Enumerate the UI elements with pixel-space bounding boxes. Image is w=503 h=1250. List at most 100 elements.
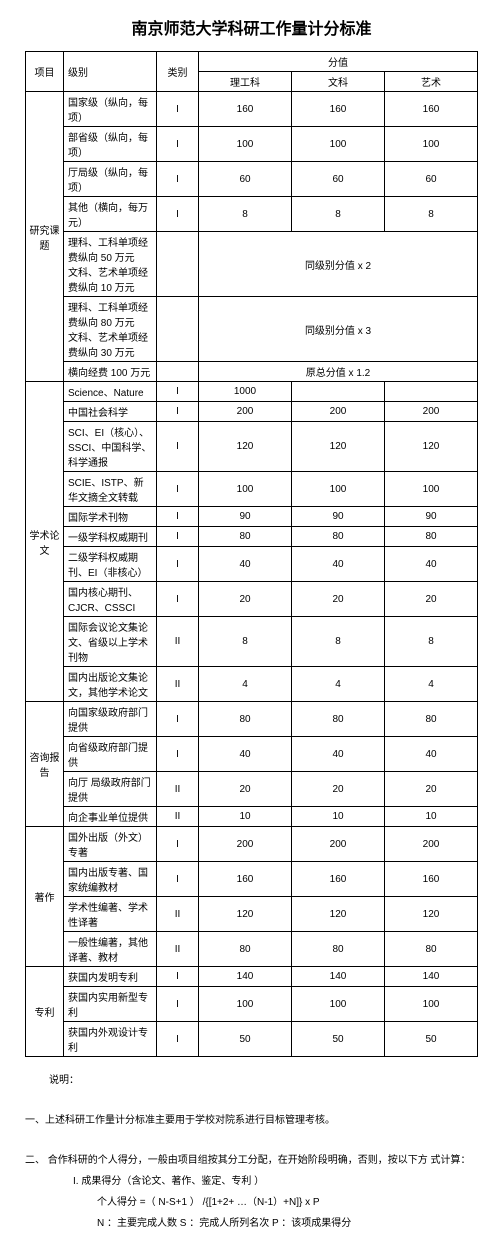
value-cell: 10 (199, 807, 292, 827)
table-row: 咨询报告向国家级政府部门提供I808080 (26, 702, 478, 737)
level-cell: 学术性编著、学术性译著 (64, 897, 157, 932)
level-cell: 国家级（纵向，每项） (64, 92, 157, 127)
category-cell: I (157, 702, 199, 737)
category-cell (157, 297, 199, 362)
value-cell: 200 (385, 402, 478, 422)
value-cell: 40 (199, 547, 292, 582)
level-cell: 获国内实用新型专利 (64, 987, 157, 1022)
value-cell: 40 (292, 547, 385, 582)
category-cell: II (157, 932, 199, 967)
value-cell: 8 (385, 197, 478, 232)
value-cell: 200 (292, 827, 385, 862)
value-cell: 20 (292, 772, 385, 807)
level-cell: 理科、工科单项经费纵向 50 万元 文科、艺术单项经费纵向 10 万元 (64, 232, 157, 297)
level-cell: 部省级（纵向，每项） (64, 127, 157, 162)
value-cell: 120 (385, 422, 478, 472)
table-row: 学术论文Science、NatureI1000 (26, 382, 478, 402)
value-cell: 8 (292, 617, 385, 667)
score-table: 项目 级别 类别 分值 理工科 文科 艺术 研究课题国家级（纵向，每项）I160… (25, 51, 478, 1057)
value-cell: 160 (292, 92, 385, 127)
table-row: 向厅 局级政府部门提供II202020 (26, 772, 478, 807)
level-cell: 获国内外观设计专利 (64, 1022, 157, 1057)
category-cell: II (157, 807, 199, 827)
value-cell: 60 (199, 162, 292, 197)
value-cell: 80 (199, 527, 292, 547)
value-cell: 100 (199, 987, 292, 1022)
value-cell: 20 (292, 582, 385, 617)
value-cell: 100 (292, 987, 385, 1022)
value-cell: 60 (292, 162, 385, 197)
value-cell: 60 (385, 162, 478, 197)
table-row: 国际会议论文集论文、省级以上学术刊物II888 (26, 617, 478, 667)
category-cell: I (157, 737, 199, 772)
category-cell: I (157, 1022, 199, 1057)
value-cell: 80 (292, 702, 385, 737)
value-cell: 90 (385, 507, 478, 527)
level-cell: 其他（横向，每万元） (64, 197, 157, 232)
value-cell: 100 (292, 127, 385, 162)
level-cell: 获国内发明专利 (64, 967, 157, 987)
note-cell: 原总分值 x 1.2 (199, 362, 478, 382)
level-cell: 国内出版论文集论文，其他学术论文 (64, 667, 157, 702)
value-cell: 90 (199, 507, 292, 527)
table-row: 横向经费 100 万元原总分值 x 1.2 (26, 362, 478, 382)
table-row: 获国内外观设计专利I505050 (26, 1022, 478, 1057)
value-cell: 4 (292, 667, 385, 702)
value-cell: 20 (199, 772, 292, 807)
value-cell: 10 (385, 807, 478, 827)
notes-n2: 二、 合作科研的个人得分，一般由项目组按其分工分配，在开始阶段明确，否则，按以下… (25, 1151, 478, 1170)
notes-n4: 个人得分 =（ N-S+1 ） /{[1+2+ …（N-1）+N]} x P (25, 1193, 478, 1212)
level-cell: 国内核心期刊、CJCR、CSSCI (64, 582, 157, 617)
th-hum: 文科 (292, 72, 385, 92)
note-cell: 同级别分值 x 2 (199, 232, 478, 297)
value-cell: 200 (385, 827, 478, 862)
category-cell: I (157, 827, 199, 862)
level-cell: 国际会议论文集论文、省级以上学术刊物 (64, 617, 157, 667)
category-cell: I (157, 402, 199, 422)
table-row: SCIE、ISTP、新华文摘全文转载I100100100 (26, 472, 478, 507)
level-cell: 中国社会科学 (64, 402, 157, 422)
value-cell: 20 (199, 582, 292, 617)
notes-explain: 说明： (25, 1071, 478, 1090)
category-cell: I (157, 162, 199, 197)
category-cell (157, 232, 199, 297)
table-row: SCI、EI（核心）、SSCI、中国科学、科学通报I120120120 (26, 422, 478, 472)
category-cell: II (157, 897, 199, 932)
category-cell (157, 362, 199, 382)
section-name: 研究课题 (26, 92, 64, 382)
category-cell: I (157, 862, 199, 897)
level-cell: 二级学科权威期刊、EI（非核心） (64, 547, 157, 582)
category-cell: I (157, 197, 199, 232)
value-cell: 160 (199, 862, 292, 897)
level-cell: 国内出版专著、国家统编教材 (64, 862, 157, 897)
value-cell: 90 (292, 507, 385, 527)
value-cell: 100 (385, 472, 478, 507)
category-cell: II (157, 617, 199, 667)
value-cell: 100 (199, 472, 292, 507)
category-cell: I (157, 547, 199, 582)
value-cell: 100 (199, 127, 292, 162)
value-cell: 10 (292, 807, 385, 827)
value-cell: 80 (385, 702, 478, 737)
level-cell: 向厅 局级政府部门提供 (64, 772, 157, 807)
value-cell: 4 (199, 667, 292, 702)
notes-n1: 一、上述科研工作量计分标准主要用于学校对院系进行目标管理考核。 (25, 1111, 478, 1130)
th-project: 项目 (26, 52, 64, 92)
category-cell: II (157, 667, 199, 702)
value-cell: 20 (385, 582, 478, 617)
notes-n3: I. 成果得分（含论文、著作、鉴定、专利 ） (25, 1172, 478, 1191)
th-level: 级别 (64, 52, 157, 92)
level-cell: 国际学术刊物 (64, 507, 157, 527)
th-score: 分值 (199, 52, 478, 72)
value-cell: 80 (385, 527, 478, 547)
value-cell: 50 (199, 1022, 292, 1057)
section-name: 咨询报告 (26, 702, 64, 827)
level-cell: SCIE、ISTP、新华文摘全文转载 (64, 472, 157, 507)
value-cell: 8 (385, 617, 478, 667)
value-cell: 120 (199, 422, 292, 472)
table-row: 理科、工科单项经费纵向 50 万元 文科、艺术单项经费纵向 10 万元同级别分值… (26, 232, 478, 297)
value-cell: 200 (199, 402, 292, 422)
table-row: 专利获国内发明专利I140140140 (26, 967, 478, 987)
category-cell: II (157, 772, 199, 807)
th-sci: 理工科 (199, 72, 292, 92)
